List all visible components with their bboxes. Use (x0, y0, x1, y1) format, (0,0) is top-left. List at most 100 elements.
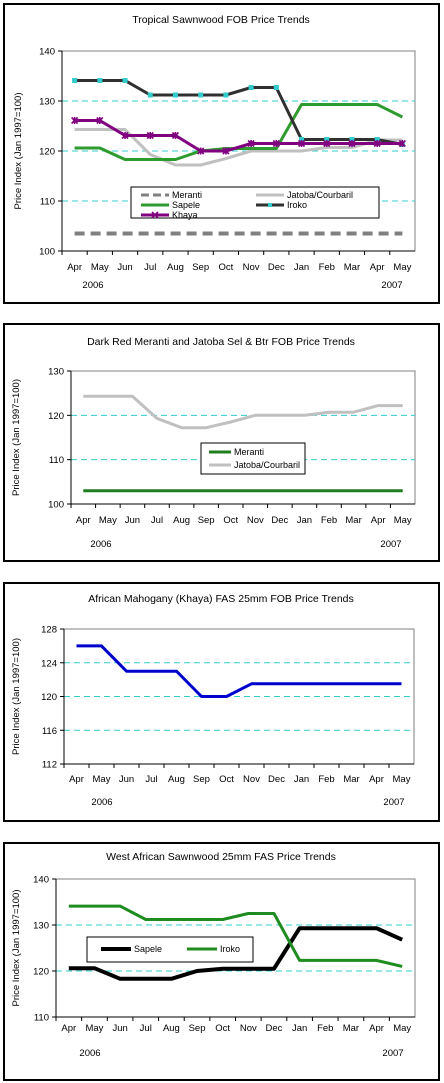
data-point (297, 139, 306, 148)
x-tick-label: Aug (168, 774, 185, 785)
legend-marker (151, 211, 159, 219)
data-point (146, 131, 154, 140)
data-point (222, 147, 230, 155)
x-tick-label: Dec (266, 1023, 283, 1034)
legend-box (86, 936, 254, 963)
x-tick-label: Aug (173, 515, 190, 526)
x-tick-label: Mar (345, 515, 361, 526)
data-point (398, 139, 406, 148)
y-axis-label: Price Index (Jan 1997=100) (11, 890, 22, 1007)
y-tick-label: 112 (42, 760, 57, 771)
legend-box (130, 186, 380, 219)
x-tick-label: Jun (119, 774, 134, 785)
y-tick-label: 124 (41, 658, 57, 669)
x-tick-label: Jul (151, 515, 163, 526)
data-point (273, 85, 279, 90)
y-tick-label: 140 (33, 875, 49, 886)
y-tick-label: 100 (39, 247, 55, 258)
chart-title: Tropical Sawnwood FOB Price Trends (132, 14, 310, 26)
y-tick-label: 120 (33, 967, 49, 978)
y-tick-label: 120 (39, 147, 55, 158)
chart-title: West African Sawnwood 25mm FAS Price Tre… (106, 851, 336, 863)
x-tick-label: May (393, 774, 411, 785)
x-tick-label: Apr (61, 1023, 76, 1034)
x-tick-label: Apr (371, 515, 386, 526)
year-label: 2007 (380, 539, 401, 550)
y-tick-label: 100 (48, 500, 64, 511)
x-tick-label: Dec (271, 515, 288, 526)
y-axis-label: Price Index (Jan 1997=100) (13, 93, 24, 210)
x-tick-label: Jan (294, 774, 309, 785)
data-point (223, 92, 229, 98)
x-tick-label: Apr (369, 1023, 384, 1034)
x-tick-label: Aug (167, 262, 184, 273)
chart-panel-1: Tropical Sawnwood FOB Price Trends 100 110… (3, 3, 440, 304)
series-line-jatoba-courbaril (74, 128, 403, 167)
data-point (247, 139, 255, 148)
x-tick-label: Jul (140, 1023, 152, 1034)
data-point (97, 78, 103, 83)
plot-area (70, 370, 416, 505)
legend-label: Iroko (220, 944, 240, 954)
x-tick-label: Feb (319, 262, 335, 273)
data-point (122, 78, 128, 83)
data-point (96, 116, 104, 125)
year-label: 2007 (382, 1048, 403, 1059)
legend-label: Sapele (172, 200, 200, 210)
series-line-iroko (68, 904, 403, 968)
x-tick-label: Apr (67, 262, 82, 273)
x-tick-label: Sep (192, 262, 209, 273)
x-tick-label: May (393, 262, 411, 273)
year-label: 2006 (90, 539, 111, 550)
year-label: 2006 (82, 280, 103, 291)
x-tick-label: Nov (247, 515, 264, 526)
chart-west-african-sawnwood: West African Sawnwood 25mm FAS Price Tre… (11, 851, 416, 1059)
series-line-khaya (74, 119, 403, 153)
series-line-jatoba-courbaril (83, 394, 403, 430)
legend-label: Iroko (287, 200, 307, 210)
y-tick-label: 120 (48, 411, 64, 422)
legend-label: Jatoba/Courbaril (287, 190, 353, 200)
x-tick-label: Mar (344, 262, 360, 273)
chart-title: African Mahogany (Khaya) FAS 25mm FOB Pr… (88, 593, 354, 605)
x-tick-label: Mar (343, 774, 359, 785)
x-tick-label: Feb (317, 1023, 333, 1034)
y-tick-label: 110 (49, 455, 64, 466)
y-tick-label: 130 (39, 97, 55, 108)
legend-label: Meranti (172, 190, 202, 200)
y-tick-label: 110 (40, 197, 55, 208)
chart-panel-2: Dark Red Meranti and Jatoba Sel & Btr FO… (3, 323, 440, 562)
x-tick-label: Jun (125, 515, 140, 526)
y-axis-label: Price Index (Jan 1997=100) (11, 638, 22, 755)
series-line-series (76, 644, 402, 698)
x-tick-label: Oct (215, 1023, 230, 1034)
x-tick-label: Apr (76, 515, 91, 526)
chart-meranti-jatoba: Dark Red Meranti and Jatoba Sel & Btr FO… (11, 336, 416, 550)
legend-label: Jatoba/Courbaril (234, 460, 300, 470)
x-tick-label: Dec (268, 262, 285, 273)
legend-label: Meranti (234, 447, 264, 457)
x-tick-label: Nov (240, 1023, 257, 1034)
x-tick-label: Nov (243, 774, 260, 785)
series-line-sapele (68, 926, 404, 981)
y-tick-label: 120 (41, 692, 57, 703)
x-tick-label: Apr (369, 774, 384, 785)
data-point (348, 139, 356, 148)
x-tick-label: Jan (294, 262, 309, 273)
legend-label: Khaya (172, 210, 198, 220)
y-tick-label: 116 (42, 726, 57, 737)
x-tick-label: Feb (321, 515, 337, 526)
data-point (248, 85, 254, 90)
x-tick-label: Oct (219, 774, 234, 785)
y-tick-label: 140 (39, 47, 55, 58)
data-point (198, 92, 204, 98)
x-tick-label: May (85, 1023, 103, 1034)
y-tick-label: 130 (48, 367, 64, 378)
x-tick-label: Apr (370, 262, 385, 273)
y-tick-label: 130 (33, 921, 49, 932)
x-tick-label: May (394, 515, 412, 526)
x-tick-label: Jun (112, 1023, 127, 1034)
y-tick-label: 110 (34, 1013, 49, 1024)
data-point (323, 139, 331, 148)
x-tick-label: Sep (198, 515, 215, 526)
